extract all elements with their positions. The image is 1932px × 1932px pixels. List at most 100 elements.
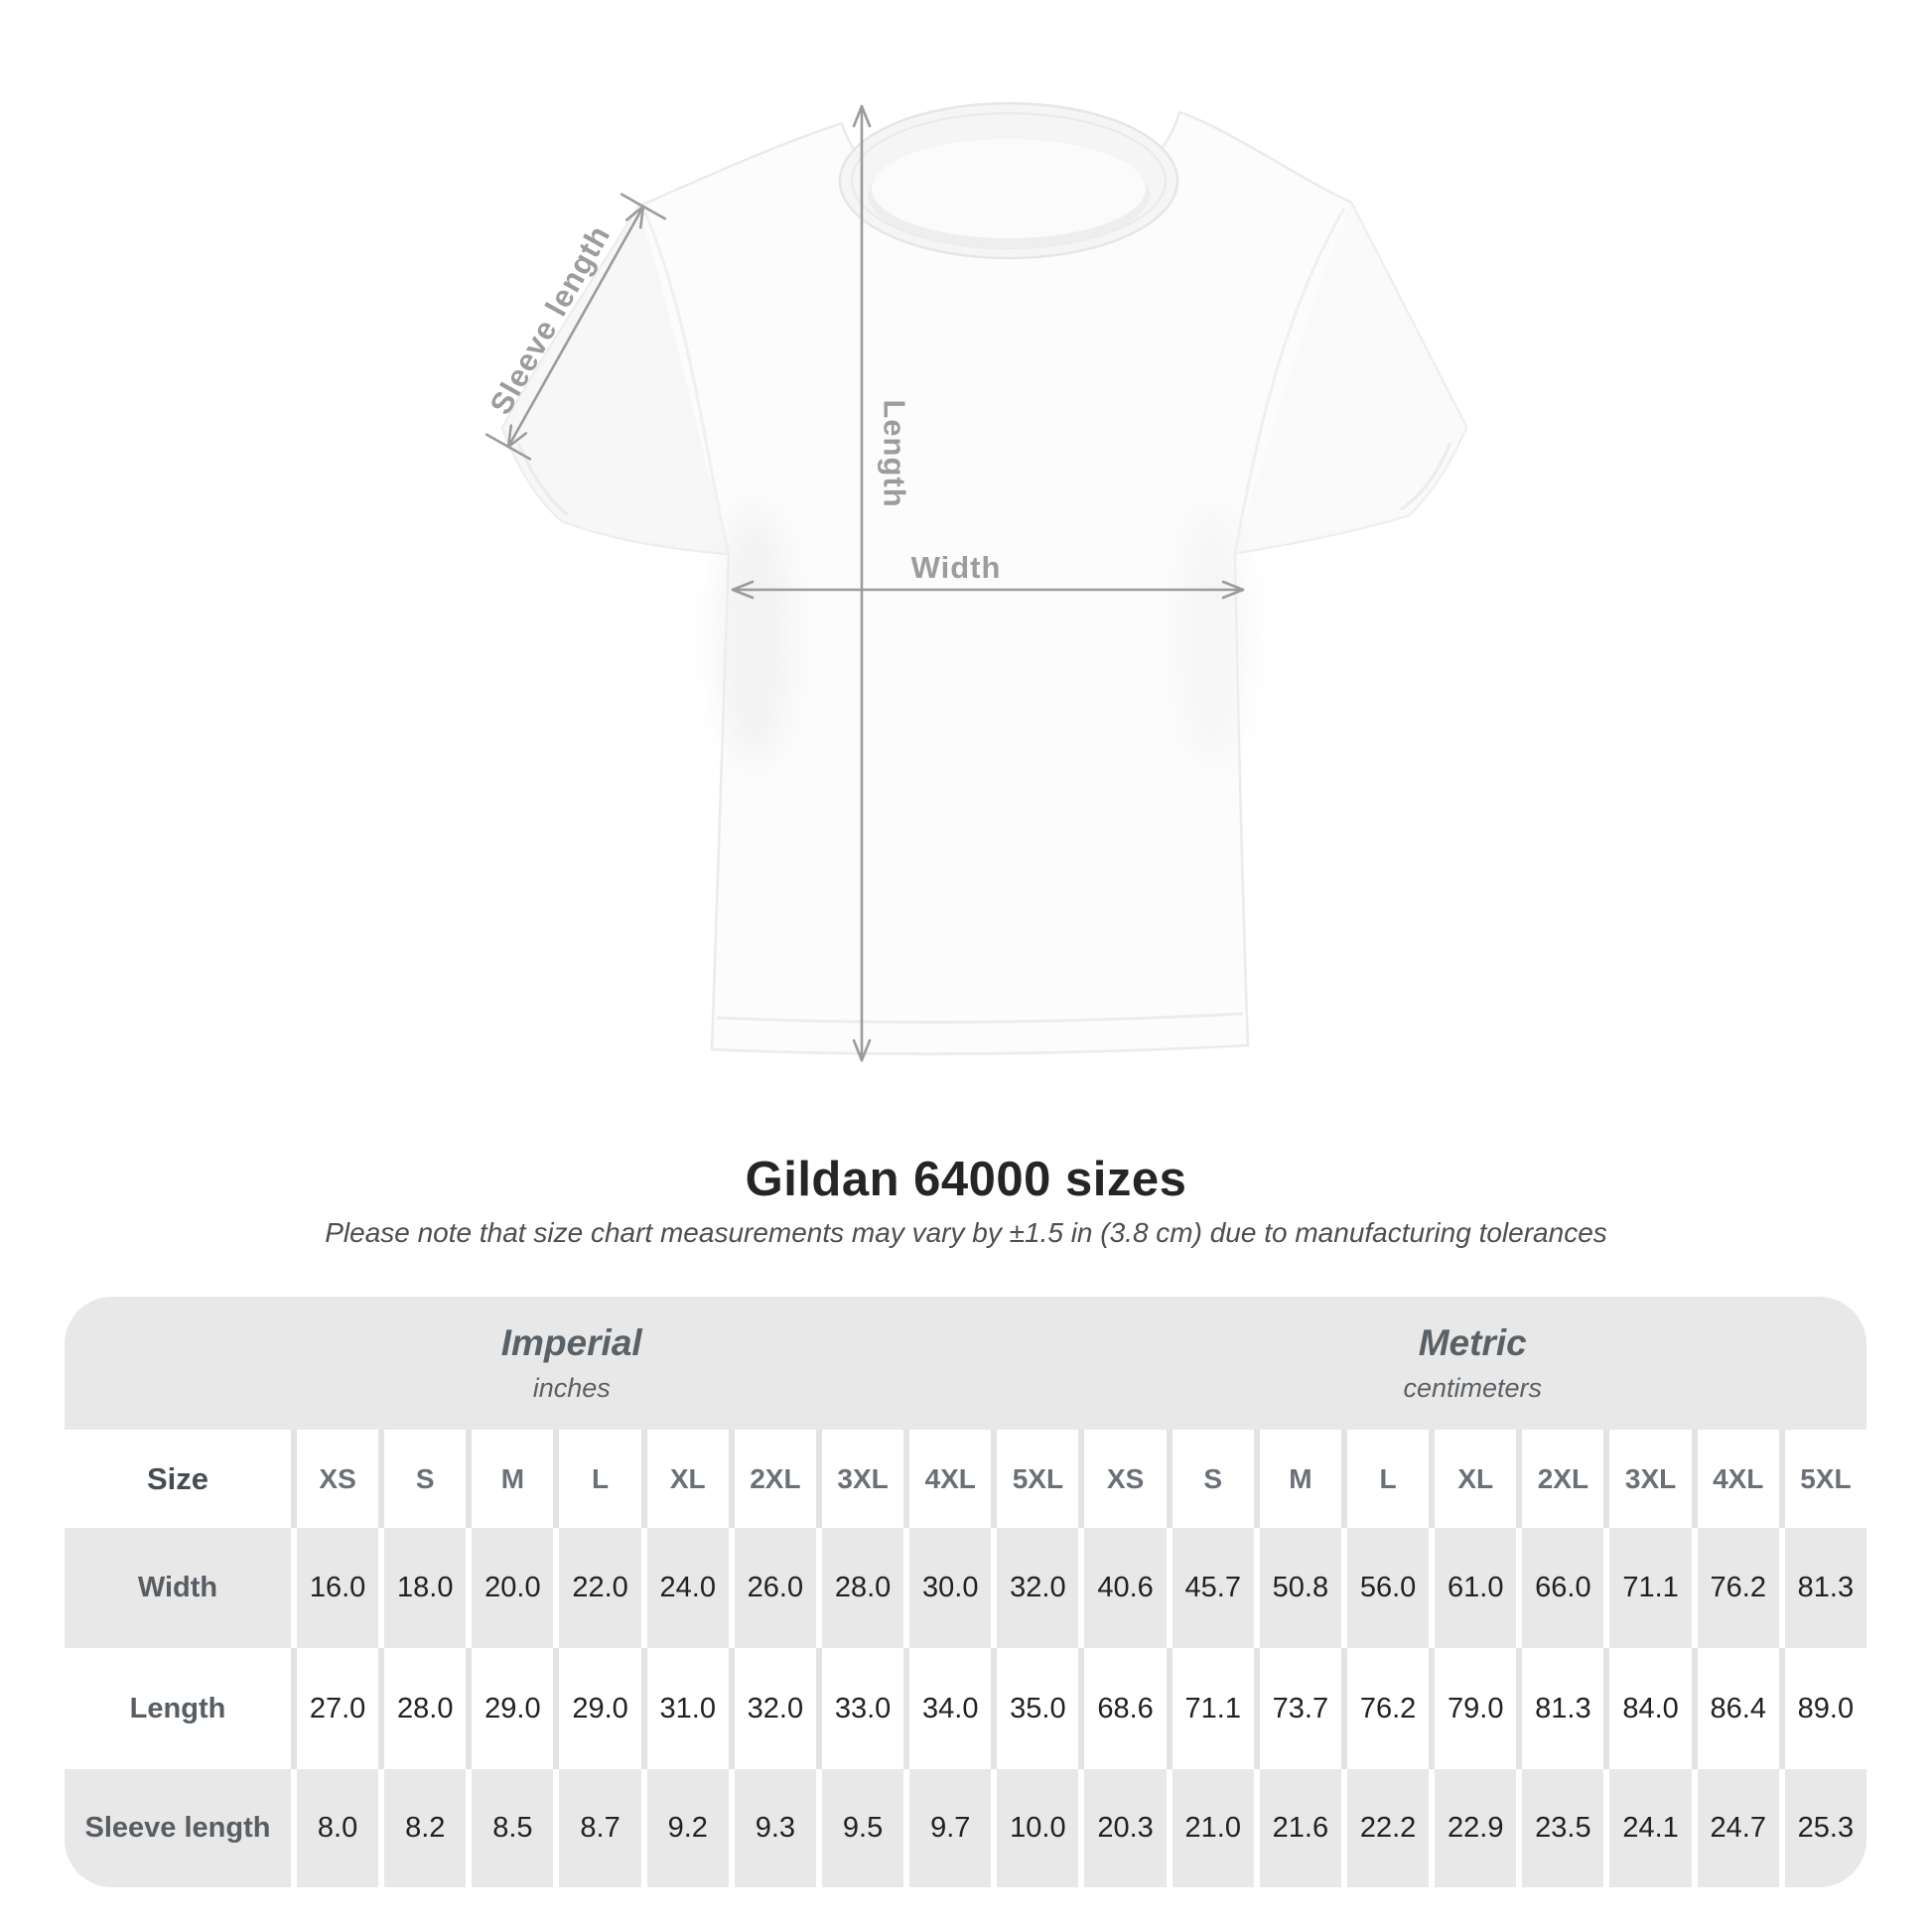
right-armhole-seam <box>1233 207 1346 554</box>
imperial-size-header: 4XL <box>903 1430 992 1528</box>
page-title: Gildan 64000 sizes <box>745 1153 1187 1206</box>
table-cell: 56.0 <box>1340 1528 1430 1648</box>
width-label: Width <box>911 550 1002 585</box>
imperial-label: Imperial <box>500 1322 642 1363</box>
imperial-size-header: S <box>378 1430 467 1528</box>
table-cell: 32.0 <box>728 1648 816 1769</box>
table-cell: 21.0 <box>1166 1769 1254 1887</box>
table-cell: 33.0 <box>815 1648 904 1769</box>
size-column-header: Size <box>65 1430 291 1528</box>
width-arrow <box>731 580 1245 600</box>
table-cell: 68.6 <box>1078 1648 1167 1769</box>
metric-size-header: M <box>1253 1430 1341 1528</box>
table-cell: 29.0 <box>466 1648 554 1769</box>
tshirt-graphic <box>500 101 1468 1055</box>
table-cell: 18.0 <box>378 1528 467 1648</box>
table-cell: 32.0 <box>991 1528 1079 1648</box>
table-cell: 34.0 <box>903 1648 992 1769</box>
table-cell: 24.7 <box>1691 1769 1779 1887</box>
metric-size-header: L <box>1340 1430 1430 1528</box>
metric-size-header: S <box>1166 1430 1254 1528</box>
table-cell: 28.0 <box>378 1648 467 1769</box>
right-sleeve-shade <box>1235 203 1466 553</box>
tolerance-note: Please note that size chart measurements… <box>325 1217 1607 1248</box>
table-cell: 71.1 <box>1603 1528 1692 1648</box>
table-cell: 8.5 <box>466 1769 554 1887</box>
table-cell: 20.3 <box>1078 1769 1167 1887</box>
table-cell: 9.7 <box>903 1769 992 1887</box>
size-table: Imperial inches Metric centimeters Size … <box>65 1297 1866 1887</box>
imperial-size-header: XL <box>640 1430 729 1528</box>
imperial-size-header: 3XL <box>815 1430 904 1528</box>
table-cell: 28.0 <box>815 1528 904 1648</box>
table-cell: 25.3 <box>1778 1769 1866 1887</box>
left-armhole-seam <box>643 211 731 555</box>
table-cell: 79.0 <box>1429 1648 1517 1769</box>
imperial-unit: inches <box>532 1373 611 1403</box>
left-cuff-seam <box>516 442 569 517</box>
table-cell: 20.0 <box>466 1528 554 1648</box>
table-cell: 71.1 <box>1166 1648 1254 1769</box>
sleeve-length-arrow <box>484 193 667 461</box>
table-cell: 8.0 <box>291 1769 379 1887</box>
imperial-group-header: Imperial inches <box>65 1297 1079 1430</box>
left-sleeve-shade <box>502 207 729 554</box>
table-cell: 86.4 <box>1691 1648 1779 1769</box>
row-label-length: Length <box>65 1648 291 1769</box>
table-cell: 35.0 <box>991 1648 1079 1769</box>
table-cell: 29.0 <box>553 1648 641 1769</box>
table-cell: 50.8 <box>1253 1528 1341 1648</box>
metric-size-header: 2XL <box>1516 1430 1604 1528</box>
table-cell: 31.0 <box>640 1648 729 1769</box>
length-label: Length <box>878 399 912 507</box>
tshirt-measurement-diagram: Sleeve length Length Width <box>483 101 1468 1062</box>
metric-label: Metric <box>1418 1322 1527 1363</box>
table-cell: 81.3 <box>1778 1528 1866 1648</box>
row-label-sleeve-length: Sleeve length <box>65 1769 291 1887</box>
imperial-size-header: 5XL <box>991 1430 1079 1528</box>
length-arrow <box>852 104 872 1062</box>
body-shadow-left <box>717 506 792 764</box>
table-cell: 27.0 <box>291 1648 379 1769</box>
table-cell: 26.0 <box>728 1528 816 1648</box>
table-cell: 8.7 <box>553 1769 641 1887</box>
metric-size-header: 3XL <box>1603 1430 1692 1528</box>
table-cell: 66.0 <box>1516 1528 1604 1648</box>
table-cell: 81.3 <box>1516 1648 1604 1769</box>
table-cell: 8.2 <box>378 1769 467 1887</box>
metric-unit: centimeters <box>1403 1373 1543 1403</box>
metric-size-header: 4XL <box>1691 1430 1779 1528</box>
table-cell: 84.0 <box>1603 1648 1692 1769</box>
collar-inside <box>872 139 1146 238</box>
table-cell: 76.2 <box>1691 1528 1779 1648</box>
metric-size-header: XL <box>1429 1430 1517 1528</box>
metric-group-header: Metric centimeters <box>1078 1297 1866 1430</box>
table-cell: 23.5 <box>1516 1769 1604 1887</box>
table-cell: 22.2 <box>1340 1769 1430 1887</box>
right-cuff-seam <box>1400 442 1452 511</box>
table-cell: 22.0 <box>553 1528 641 1648</box>
metric-size-header: 5XL <box>1778 1430 1866 1528</box>
imperial-size-header: XS <box>291 1430 379 1528</box>
table-cell: 30.0 <box>903 1528 992 1648</box>
imperial-size-header: M <box>466 1430 554 1528</box>
table-cell: 73.7 <box>1253 1648 1341 1769</box>
body-shadow-right <box>1179 506 1247 764</box>
table-cell: 16.0 <box>291 1528 379 1648</box>
table-cell: 9.2 <box>640 1769 729 1887</box>
table-cell: 61.0 <box>1429 1528 1517 1648</box>
table-cell: 10.0 <box>991 1769 1079 1887</box>
imperial-size-header: L <box>553 1430 641 1528</box>
row-label-width: Width <box>65 1528 291 1648</box>
table-cell: 76.2 <box>1340 1648 1430 1769</box>
table-cell: 9.5 <box>815 1769 904 1887</box>
table-cell: 89.0 <box>1778 1648 1866 1769</box>
table-cell: 21.6 <box>1253 1769 1341 1887</box>
table-cell: 22.9 <box>1429 1769 1517 1887</box>
table-cell: 45.7 <box>1166 1528 1254 1648</box>
table-cell: 24.0 <box>640 1528 729 1648</box>
hem-seam <box>716 1012 1244 1025</box>
table-cell: 9.3 <box>728 1769 816 1887</box>
imperial-size-header: 2XL <box>728 1430 816 1528</box>
table-cell: 24.1 <box>1603 1769 1692 1887</box>
